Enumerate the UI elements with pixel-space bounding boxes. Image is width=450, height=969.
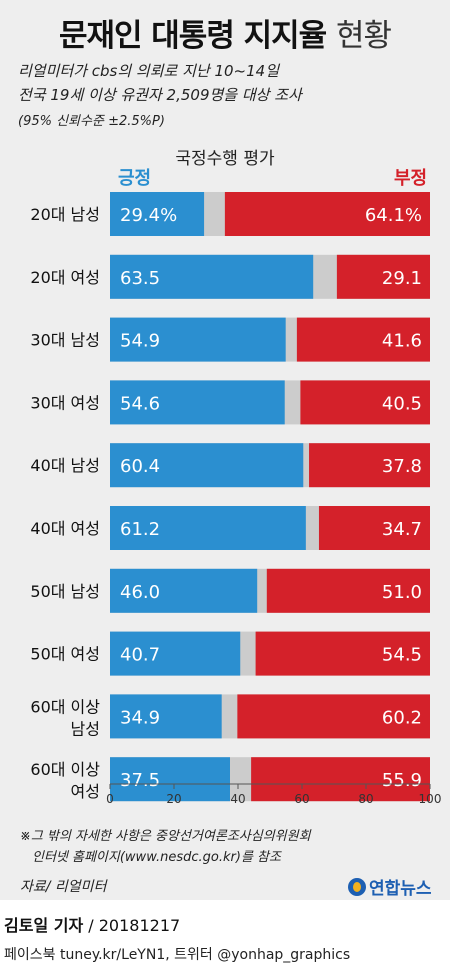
category-label-3: 30대 여성 [30, 393, 100, 412]
bar-negative-2 [296, 317, 430, 362]
value-negative-9: 55.9 [382, 770, 422, 791]
footnote-line-2: 인터넷 홈페이지(www.nesdc.go.kr)를 참조 [32, 850, 281, 865]
bar-positive-0 [110, 192, 205, 236]
bar-negative-4 [309, 443, 430, 488]
x-tick-label-4: 80 [358, 792, 373, 806]
title-light: 현황 [336, 18, 392, 54]
value-negative-3: 40.5 [382, 393, 422, 414]
value-positive-8: 34.9 [120, 707, 160, 728]
yonhap-logo-icon [348, 877, 366, 896]
reporter-name: 김토일 기자 [4, 916, 84, 935]
bar-negative-1 [336, 254, 430, 299]
bar-positive-4 [110, 443, 304, 488]
value-negative-6: 51.0 [382, 582, 422, 603]
x-tick-label-1: 20 [166, 792, 181, 806]
value-positive-7: 40.7 [120, 645, 160, 666]
x-tick-label-2: 40 [230, 792, 245, 806]
x-tick-label-0: 0 [106, 792, 114, 806]
reporter-credit: 김토일 기자 / 20181217 [4, 912, 180, 936]
x-tick-label-5: 100 [419, 792, 442, 806]
bar-positive-3 [110, 380, 285, 425]
bar-negative-8 [237, 694, 430, 739]
logo-text: 연합뉴스 [369, 879, 432, 899]
yonhap-logo: 연합뉴스 [348, 874, 432, 899]
value-negative-1: 29.1 [382, 268, 422, 289]
category-label-8-1: 남성 [71, 719, 100, 738]
value-positive-0: 29.4% [120, 205, 177, 226]
bar-negative-9 [251, 757, 430, 802]
bar-negative-7 [255, 631, 430, 676]
value-negative-0: 64.1% [365, 205, 422, 226]
value-positive-6: 46.0 [120, 582, 160, 603]
bar-positive-6 [110, 568, 258, 613]
value-positive-9: 37.5 [120, 770, 160, 791]
value-positive-5: 61.2 [120, 519, 160, 540]
footnote-line-1: ※그 밖의 자세한 사항은 중앙선거여론조사심의위원회 [20, 829, 311, 844]
value-negative-4: 37.8 [382, 456, 422, 477]
category-label-6: 50대 남성 [30, 582, 100, 601]
category-label-9-1: 여성 [71, 782, 100, 801]
category-label-9-0: 60대 이상 [30, 760, 100, 779]
category-label-7: 50대 여성 [30, 645, 100, 664]
category-label-5: 40대 여성 [30, 519, 100, 538]
bar-negative-6 [266, 568, 430, 613]
bar-positive-5 [110, 506, 306, 550]
chart-heading: 국정수행 평가 [175, 149, 275, 169]
category-label-4: 40대 남성 [30, 456, 100, 475]
legend-positive: 긍정 [118, 168, 152, 189]
title-bold: 문재인 대통령 지지율 [58, 18, 327, 54]
category-label-0: 20대 남성 [30, 205, 100, 224]
credit-date: / 20181217 [83, 916, 181, 935]
graphic-panel: 문재인 대통령 지지율 현황 리얼미터가 cbs의 의뢰로 지난 10~14일 … [0, 0, 450, 900]
value-negative-5: 34.7 [382, 519, 422, 540]
value-positive-2: 54.9 [120, 331, 160, 352]
bar-positive-1 [110, 254, 314, 299]
bar-positive-8 [110, 694, 222, 739]
chart-title: 문재인 대통령 지지율 현황 [0, 10, 450, 55]
value-positive-4: 60.4 [120, 456, 160, 477]
value-positive-3: 54.6 [120, 393, 160, 414]
bar-chart: 20대 남성 29.4% 64.1% 20대 여성 63.5 29.1 30대 남성 54.9… [30, 192, 442, 806]
bar-negative-0 [224, 192, 430, 236]
legend-negative: 부정 [394, 168, 428, 189]
subtitle-line-1: 리얼미터가 cbs의 의뢰로 지난 10~14일 [18, 62, 279, 80]
value-negative-8: 60.2 [382, 707, 422, 728]
subtitle-line-2: 전국 19세 이상 유권자 2,509명을 대상 조사 [18, 86, 302, 104]
source-text: 자료/ 리얼미터 [20, 879, 107, 895]
bar-negative-5 [318, 506, 430, 550]
category-label-1: 20대 여성 [30, 268, 100, 287]
value-positive-1: 63.5 [120, 268, 160, 289]
bar-positive-9 [110, 757, 230, 802]
value-negative-2: 41.6 [382, 331, 422, 352]
bar-negative-3 [300, 380, 430, 425]
value-negative-7: 54.5 [382, 645, 422, 666]
subtitle-line-3: (95% 신뢰수준 ±2.5%P) [18, 114, 165, 129]
category-label-2: 30대 남성 [30, 331, 100, 350]
x-tick-label-3: 60 [294, 792, 309, 806]
social-links: 페이스북 tuney.kr/LeYN1, 트위터 @yonhap_graphic… [4, 947, 351, 963]
bar-positive-7 [110, 631, 241, 676]
category-label-8-0: 60대 이상 [30, 697, 100, 716]
bar-positive-2 [110, 317, 286, 362]
